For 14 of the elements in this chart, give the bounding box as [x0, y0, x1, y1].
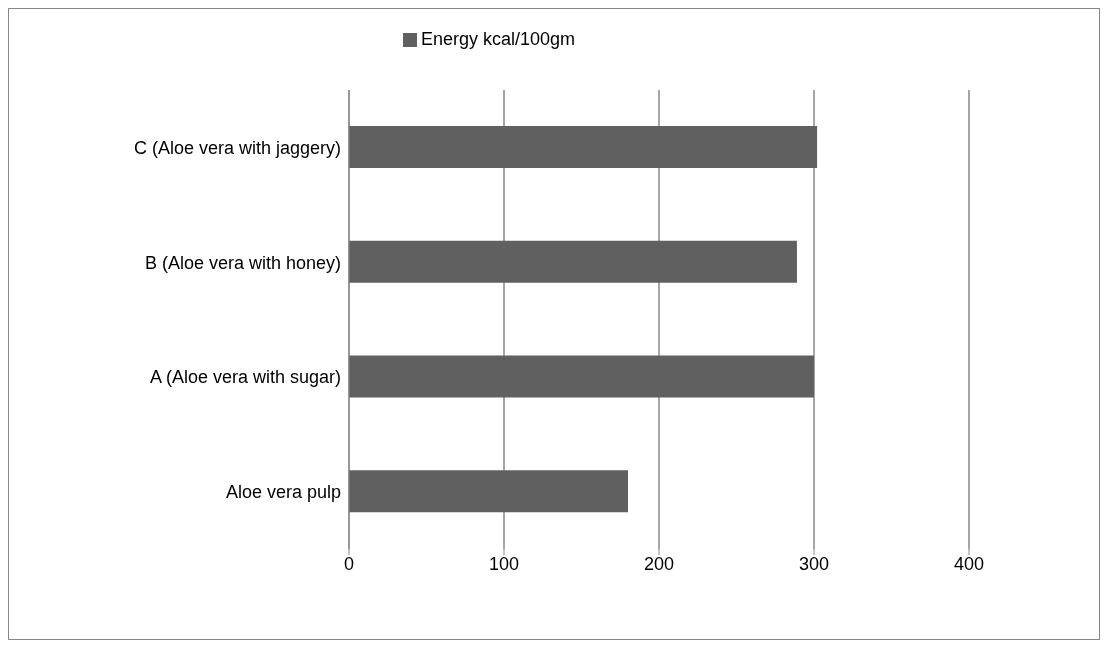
x-tick-label: 0 [343, 553, 355, 574]
legend-label: Energy kcal/100gm [420, 29, 576, 49]
bar [349, 470, 628, 513]
y-tick-label: A (Aloe vera with sugar) [149, 367, 341, 388]
y-tick-label: C (Aloe vera with jaggery) [133, 137, 341, 158]
bar [349, 126, 818, 168]
bar [349, 355, 814, 398]
x-tick-label: 300 [798, 553, 830, 574]
x-tick-label: 400 [953, 553, 985, 574]
y-tick-label: B (Aloe vera with honey) [144, 252, 341, 273]
y-tick-label: Aloe vera pulp [225, 482, 341, 503]
x-tick-label: 100 [488, 553, 520, 574]
x-tick-label: 200 [643, 553, 675, 574]
bar [349, 240, 797, 283]
